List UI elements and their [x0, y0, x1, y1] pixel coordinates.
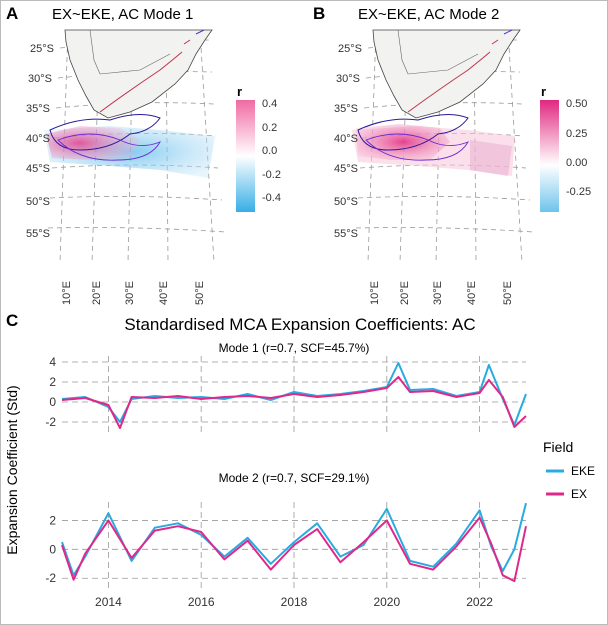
- panel-b-lat-label: 50°S: [334, 196, 358, 208]
- panel-b-lat-label: 30°S: [336, 73, 360, 85]
- panel-b-lat-label: 45°S: [334, 163, 358, 175]
- panel-b-letter: B: [313, 4, 325, 23]
- mode1-chart: Mode 1 (r=0.7, SCF=45.7%) -2 0 2 4: [45, 341, 527, 432]
- y-tick-label: 2: [49, 513, 56, 527]
- y-tick-label: 2: [49, 375, 56, 389]
- panel-a-lon-label: 40°E: [158, 281, 170, 305]
- panel-a-legend-tick: 0.4: [262, 98, 277, 110]
- panel-b-title: EX~EKE, AC Mode 2: [358, 6, 499, 23]
- panel-a-legend-ticks: 0.4 0.2 0.0 -0.2 -0.4: [262, 98, 281, 204]
- panel-a-legend-title: r: [237, 84, 242, 99]
- panel-b-lat-label: 55°S: [334, 228, 358, 240]
- panel-a-lat-label: 40°S: [26, 133, 50, 145]
- y-tick-label: -2: [45, 571, 56, 585]
- x-tick-label: 2014: [95, 595, 122, 609]
- panel-b-legend-tick: 0.25: [566, 128, 587, 140]
- panel-c-ylabel: Expansion Coefficient (Std): [4, 385, 20, 554]
- panel-a-border2: [99, 53, 171, 75]
- legend-label-ex: EX: [571, 487, 587, 501]
- panel-b-map: 25°S 30°S 35°S 40°S 45°S 50°S 55°S 10°E …: [334, 29, 535, 305]
- x-tick-label: 2018: [281, 595, 308, 609]
- panel-b-lon-label: 50°E: [502, 281, 514, 305]
- panel-b-lat-label: 40°S: [334, 133, 358, 145]
- panel-a-lat-label: 30°S: [28, 73, 52, 85]
- panel-b-legend-ticks: 0.50 0.25 0.00 -0.25: [566, 98, 591, 198]
- y-tick-label: 0: [49, 542, 56, 556]
- y-tick-label: 4: [49, 355, 56, 369]
- panel-a-lat-label: 55°S: [26, 228, 50, 240]
- panel-c: C Standardised MCA Expansion Coefficient…: [4, 311, 595, 609]
- series-line-ex: [61, 376, 527, 429]
- panel-a-border: [89, 29, 101, 75]
- panel-b-legend-tick: -0.25: [566, 186, 591, 198]
- panel-b-legend-title: r: [541, 84, 546, 99]
- panel-b-lat-label: 35°S: [334, 103, 358, 115]
- mode2-chart: Mode 2 (r=0.7, SCF=29.1%) -2 0 2: [45, 471, 527, 588]
- panel-a-contour-current: [99, 51, 183, 113]
- panel-a-legend-tick: -0.2: [262, 169, 281, 181]
- y-tick-label: -2: [45, 415, 56, 429]
- panel-a-positive-field: [46, 126, 140, 160]
- panel-b-lon-label: 30°E: [432, 281, 444, 305]
- panel-a-lon-label: 30°E: [124, 281, 136, 305]
- x-tick-label: 2020: [373, 595, 400, 609]
- panel-a-lon-label: 10°E: [61, 281, 73, 305]
- panel-b-legend-tick: 0.00: [566, 157, 587, 169]
- panel-a-legend-tick: -0.4: [262, 192, 281, 204]
- panel-a-contour-eke: [57, 133, 162, 161]
- panel-a-contour-ex: [49, 114, 161, 151]
- panel-c-title: Standardised MCA Expansion Coefficients:…: [124, 315, 475, 334]
- panel-b-colorbar: [540, 100, 559, 212]
- panel-a-lat-label: 25°S: [30, 43, 54, 55]
- panel-a: A EX~EKE, AC Mode 1: [6, 4, 281, 305]
- panel-c-legend: Field EKE EX: [543, 439, 595, 501]
- facet-title: Mode 1 (r=0.7, SCF=45.7%): [219, 341, 370, 355]
- panel-a-lon-label: 50°E: [194, 281, 206, 305]
- panel-a-legend: r 0.4 0.2 0.0 -0.2 -0.4: [236, 84, 281, 212]
- panel-b-lon-label: 40°E: [466, 281, 478, 305]
- panel-a-lat-label: 45°S: [26, 163, 50, 175]
- panel-c-letter: C: [6, 311, 18, 330]
- panel-a-lon-labels: 10°E 20°E 30°E 40°E 50°E: [61, 281, 206, 305]
- panel-a-legend-tick: 0.2: [262, 122, 277, 134]
- panel-a-lon-label: 20°E: [91, 281, 103, 305]
- panel-a-map: 25°S 30°S 35°S 40°S 45°S 50°S 55°S 10°E …: [26, 29, 227, 305]
- panel-b-positive-field-east: [470, 140, 512, 176]
- panel-b: B EX~EKE, AC Mode 2: [313, 4, 591, 305]
- panel-b-lat-labels: 25°S 30°S 35°S 40°S 45°S 50°S 55°S: [334, 43, 362, 240]
- panel-a-land: [64, 29, 213, 119]
- panel-b-lon-label: 10°E: [369, 281, 381, 305]
- panel-b-contour-current: [407, 51, 491, 113]
- facet-title: Mode 2 (r=0.7, SCF=29.1%): [219, 471, 370, 485]
- panel-a-lat-label: 35°S: [26, 103, 50, 115]
- panel-b-land: [372, 29, 521, 119]
- panel-b-legend: r 0.50 0.25 0.00 -0.25: [540, 84, 591, 212]
- panel-b-positive-field: [356, 124, 450, 160]
- panel-a-colorbar: [236, 100, 255, 212]
- panel-c-x-axis: 2014 2016 2018 2020 2022: [95, 595, 493, 609]
- panel-b-lat-label: 25°S: [338, 43, 362, 55]
- panel-b-lon-labels: 10°E 20°E 30°E 40°E 50°E: [369, 281, 514, 305]
- legend-label-eke: EKE: [571, 464, 595, 478]
- x-tick-label: 2022: [466, 595, 493, 609]
- panel-a-letter: A: [6, 4, 18, 23]
- panel-a-title: EX~EKE, AC Mode 1: [52, 6, 193, 23]
- y-tick-label: 0: [49, 395, 56, 409]
- series-line-ex: [61, 516, 527, 583]
- panel-b-legend-tick: 0.50: [566, 98, 587, 110]
- x-tick-label: 2016: [188, 595, 215, 609]
- panel-a-legend-tick: 0.0: [262, 145, 277, 157]
- panel-c-legend-title: Field: [543, 439, 573, 455]
- panel-a-lat-labels: 25°S 30°S 35°S 40°S 45°S 50°S 55°S: [26, 43, 54, 240]
- panel-b-lon-label: 20°E: [399, 281, 411, 305]
- panel-a-lat-label: 50°S: [26, 196, 50, 208]
- panel-b-contour-eke: [365, 133, 470, 161]
- panel-b-contour-ex: [357, 114, 469, 151]
